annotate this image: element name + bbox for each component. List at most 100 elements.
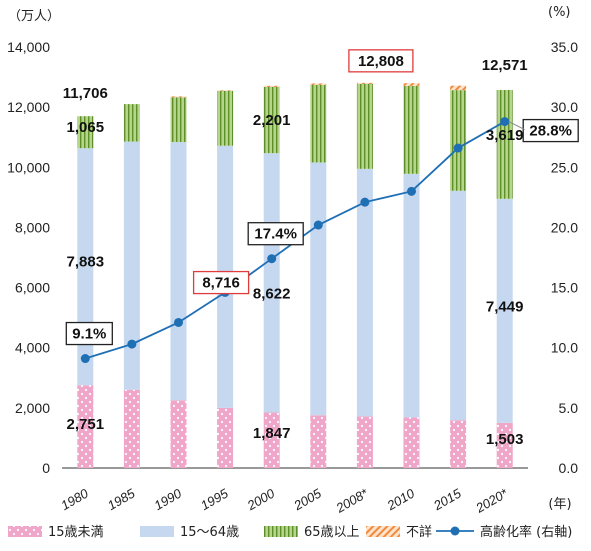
legend-swatch	[366, 526, 400, 537]
x-tick-label: 1980	[58, 485, 91, 513]
unknown-bar	[450, 85, 467, 91]
right-tick-label: 35.0	[551, 39, 578, 55]
over-65-bar	[403, 85, 420, 174]
left-tick-label: 4,000	[15, 340, 50, 356]
right-tick-label: 0.0	[559, 460, 579, 476]
legend-label: 15〜64歳	[180, 525, 239, 540]
under-15-bar	[77, 385, 94, 468]
data-label: 2,751	[67, 416, 105, 433]
data-label: 8,716	[202, 275, 240, 292]
over-65-bar	[217, 90, 234, 146]
data-label: 1,503	[486, 431, 524, 448]
legend-line-marker	[450, 526, 460, 536]
x-tick-label: 2005	[290, 485, 324, 513]
x-axis-unit: (年)	[548, 497, 571, 512]
x-tick-label: 2000	[244, 485, 278, 513]
legend-label: 不詳	[406, 524, 432, 540]
over-65-bar	[170, 97, 187, 143]
over-65-bar	[450, 90, 467, 191]
over-65-bar	[310, 84, 327, 163]
rate-leader-line	[508, 121, 525, 131]
under-15-bar	[403, 417, 420, 468]
age-15-64-bar	[356, 168, 373, 417]
data-label: 11,706	[63, 85, 108, 102]
x-tick-label: 1985	[105, 485, 138, 513]
aging-rate-point	[313, 220, 323, 230]
legend-label: 高齢化率 (右軸)	[480, 524, 572, 540]
x-tick-label: 1995	[198, 485, 231, 513]
right-tick-label: 5.0	[559, 400, 579, 416]
left-tick-label: 0	[42, 460, 50, 476]
label-box	[522, 118, 579, 143]
left-tick-label: 12,000	[7, 99, 50, 115]
left-tick-label: 8,000	[15, 219, 50, 235]
unknown-bar	[356, 82, 373, 84]
left-tick-label: 10,000	[7, 159, 50, 175]
under-15-bar	[450, 420, 467, 468]
data-label: 28.8%	[529, 123, 572, 140]
label-box	[65, 321, 113, 346]
right-tick-label: 15.0	[551, 280, 578, 296]
data-label: 1,847	[253, 425, 291, 442]
under-15-bar	[263, 412, 280, 468]
over-65-bar	[356, 83, 373, 169]
age-15-64-bar	[450, 190, 467, 421]
data-label: 9.1%	[72, 326, 106, 343]
data-label: 17.4%	[254, 226, 297, 243]
legend-swatch	[140, 526, 174, 537]
age-15-64-bar	[310, 162, 327, 416]
label-box	[348, 49, 414, 73]
age-15-64-bar	[403, 173, 420, 418]
left-axis-unit: （万人）	[8, 9, 60, 24]
unknown-bar	[217, 90, 234, 91]
under-15-bar	[123, 389, 140, 468]
left-tick-label: 14,000	[7, 39, 50, 55]
legend-label: 15歳未満	[48, 525, 104, 540]
aging-rate-point	[360, 197, 370, 207]
data-label: 3,619	[486, 127, 524, 144]
age-15-64-bar	[496, 198, 513, 423]
over-65-bar	[263, 86, 280, 154]
legend: 15歳未満 15〜64歳 65歳以上 不詳 高齢化率 (右軸)	[8, 524, 572, 540]
legend-label: 65歳以上	[304, 525, 360, 540]
data-label: 8,622	[253, 286, 291, 303]
under-15-bar	[310, 415, 327, 468]
data-label: 12,808	[358, 53, 404, 70]
left-tick-label: 2,000	[15, 400, 50, 416]
data-labels: 11,706 1,065 7,883 2,751 9.1% 8,716 2,201 8,622…	[63, 49, 579, 448]
over-65-bar	[496, 89, 513, 199]
aging-rate-point	[453, 143, 463, 153]
age-15-64-bar	[170, 142, 187, 401]
legend-swatch	[8, 526, 42, 537]
unknown-bar	[403, 83, 420, 86]
left-tick-label: 6,000	[15, 280, 50, 296]
under-15-bar	[170, 400, 187, 468]
x-tick-label: 2010	[384, 485, 418, 513]
x-tick-label: 2020*	[472, 485, 511, 516]
data-label: 1,065	[67, 119, 105, 136]
unknown-bar	[263, 85, 280, 87]
aging-rate-point	[500, 117, 510, 127]
age-15-64-bar	[263, 153, 280, 413]
right-tick-label: 10.0	[551, 340, 578, 356]
over-65-bar	[77, 116, 94, 149]
right-tick-label: 25.0	[551, 159, 578, 175]
x-tick-label: 2008*	[333, 485, 372, 516]
aging-rate-point	[267, 254, 277, 264]
x-tick-label: 1990	[151, 485, 184, 513]
data-label: 7,449	[486, 299, 524, 316]
right-tick-label: 30.0	[551, 99, 578, 115]
under-15-bar	[356, 416, 373, 468]
over-65-bar	[123, 104, 140, 142]
aging-rate-point	[407, 186, 416, 196]
data-label: 7,883	[67, 254, 105, 271]
unknown-bar	[310, 83, 327, 85]
label-box	[247, 222, 304, 246]
unknown-bar	[170, 96, 187, 98]
right-axis-unit: (%)	[548, 5, 571, 20]
aging-rate-point	[127, 339, 137, 349]
data-label: 2,201	[253, 112, 291, 129]
data-label: 12,571	[482, 57, 528, 74]
x-tick-label: 2015	[430, 485, 464, 513]
